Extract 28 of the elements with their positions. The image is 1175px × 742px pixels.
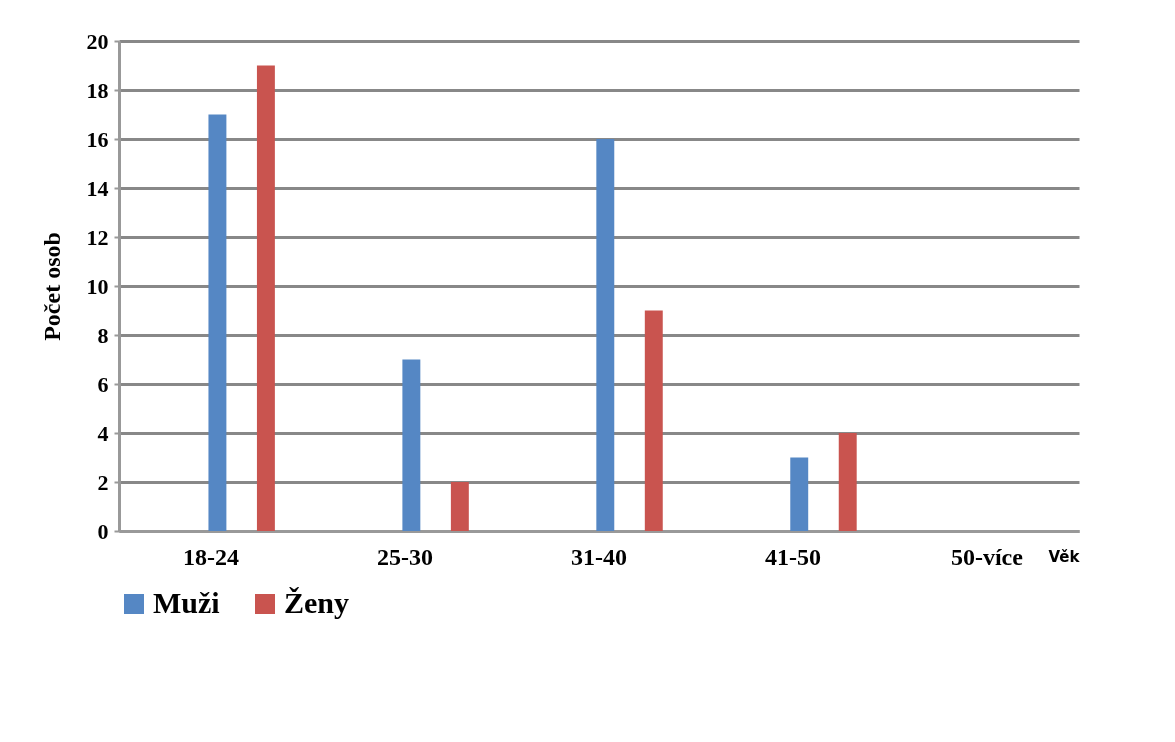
x-tick-label: 50-více (950, 543, 1024, 570)
y-tick-label: 10 (86, 273, 109, 299)
x-tick-label: 18-24 (183, 543, 240, 570)
bar (596, 139, 615, 531)
y-tick-label: 20 (86, 28, 109, 54)
legend-label: Ženy (284, 586, 350, 619)
y-tick-label: 8 (97, 322, 109, 348)
bar (790, 457, 809, 531)
bar (644, 310, 663, 531)
x-tick-label: 41-50 (764, 543, 821, 570)
bar (838, 433, 857, 531)
legend-label: Muži (153, 586, 220, 619)
bar (450, 482, 469, 531)
x-axis-title: Věk (1048, 547, 1081, 566)
bar (256, 65, 275, 531)
y-tick-label: 14 (86, 175, 109, 201)
y-tick-label: 16 (86, 126, 109, 152)
y-tick-label: 0 (97, 518, 109, 544)
y-tick-label: 2 (97, 469, 109, 495)
bar (208, 114, 227, 531)
y-tick-label: 6 (97, 371, 109, 397)
y-axis-title: Počet osob (38, 232, 65, 341)
y-tick-label: 18 (86, 77, 109, 103)
x-tick-label: 31-40 (571, 543, 627, 570)
y-tick-label: 4 (97, 420, 109, 446)
x-tick-label: 25-30 (377, 543, 434, 570)
bar (402, 359, 421, 531)
y-tick-label: 12 (86, 224, 109, 250)
